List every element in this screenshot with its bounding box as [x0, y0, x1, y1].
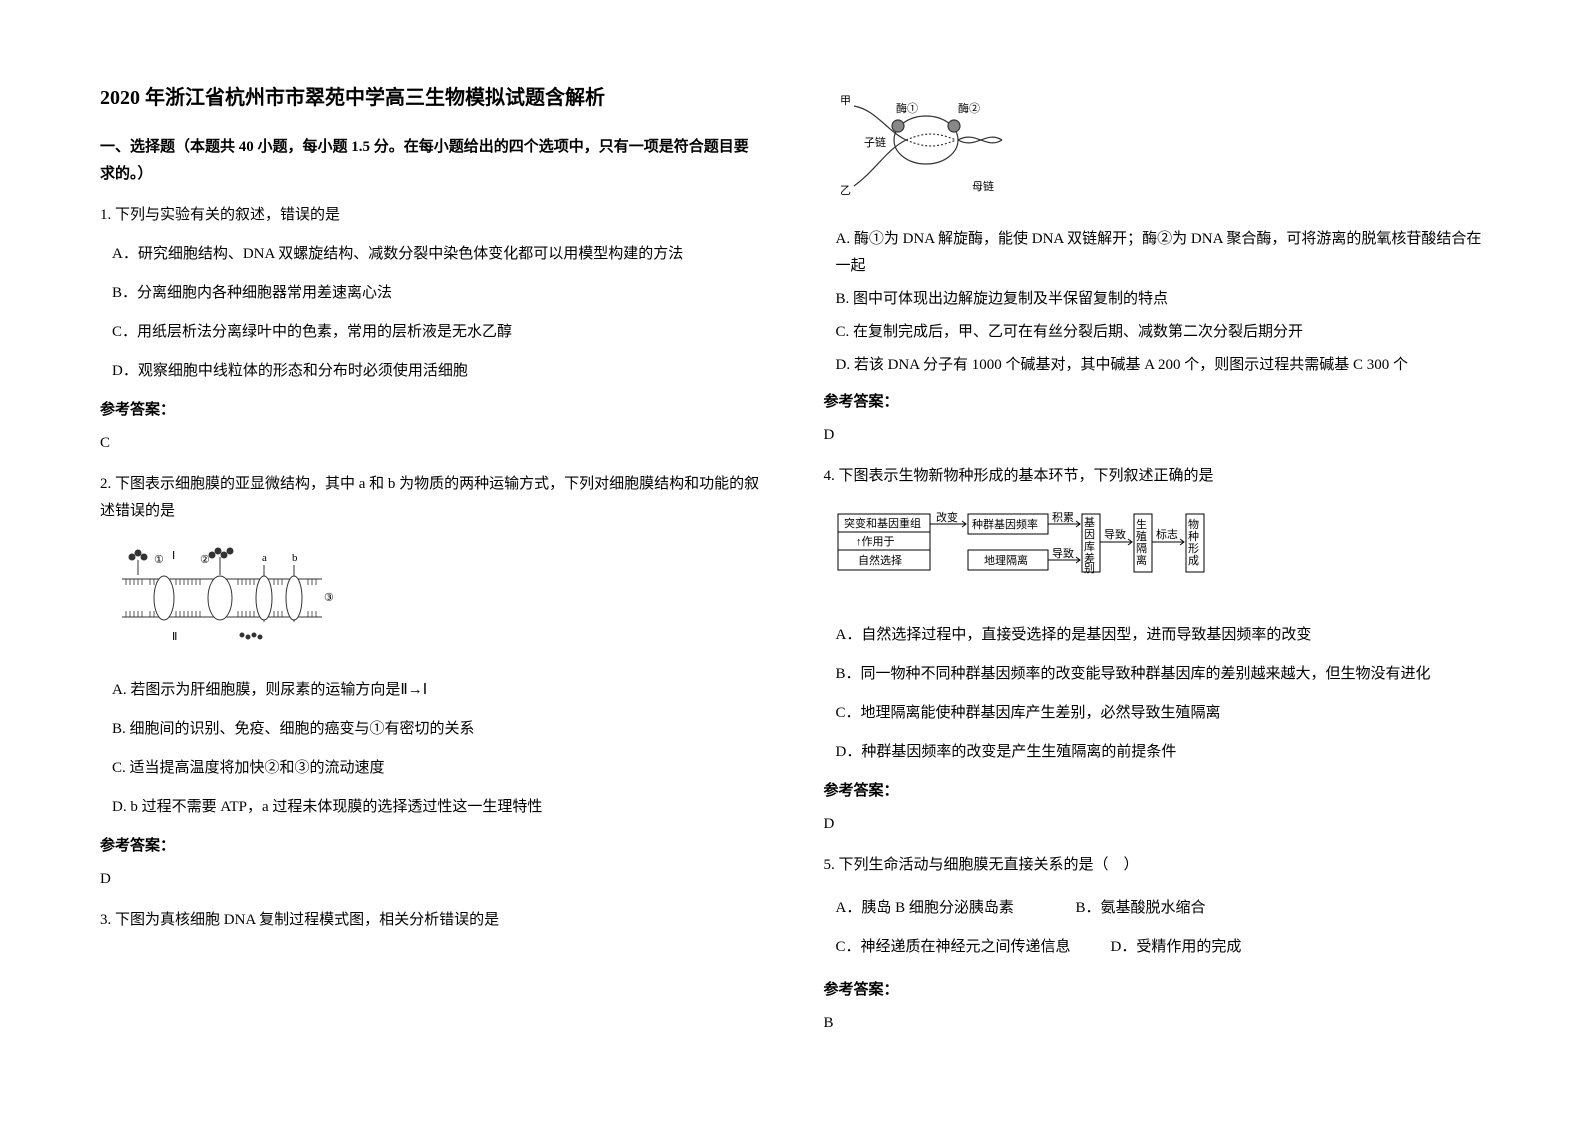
svg-text:导致: 导致	[1104, 527, 1126, 541]
q3-option-a: A. 酶①为 DNA 解旋酶，能使 DNA 双链解开；酶②为 DNA 聚合酶，可…	[836, 226, 1488, 280]
q4-answer-label: 参考答案：	[824, 778, 1488, 805]
q1-option-c: C．用纸层析法分离绿叶中的色素，常用的层析液是无水乙醇	[112, 319, 764, 346]
q2-stem: 2. 下图表示细胞膜的亚显微结构，其中 a 和 b 为物质的两种运输方式，下列对…	[100, 471, 764, 525]
svg-text:形: 形	[1188, 542, 1199, 555]
q3-figure-dna: 甲 乙 酶① 酶② 母链	[836, 90, 1016, 210]
q2-option-c: C. 适当提高温度将加快②和③的流动速度	[112, 755, 764, 782]
q2-figure-membrane: ① Ⅰ ② a b	[112, 545, 342, 655]
q1-option-b: B．分离细胞内各种细胞器常用差速离心法	[112, 280, 764, 307]
svg-text:种群基因频率: 种群基因频率	[972, 517, 1038, 531]
svg-text:a: a	[262, 552, 267, 564]
q3-stem: 3. 下图为真核细胞 DNA 复制过程模式图，相关分析错误的是	[100, 907, 764, 934]
q4-option-b: B．同一物种不同种群基因频率的改变能导致种群基因库的差别越来越大，但生物没有进化	[836, 661, 1488, 688]
q2-option-d: D. b 过程不需要 ATP，a 过程未体现膜的选择透过性这一生理特性	[112, 794, 764, 821]
svg-text:基: 基	[1084, 516, 1095, 529]
svg-text:乙: 乙	[840, 184, 851, 197]
q3-answer: D	[824, 422, 1488, 449]
svg-text:突变和基因重组: 突变和基因重组	[844, 516, 921, 530]
q5-option-c: C．神经递质在神经元之间传递信息	[836, 934, 1071, 961]
q5-stem: 5. 下列生命活动与细胞膜无直接关系的是（ ）	[824, 852, 1488, 879]
svg-text:↑作用于: ↑作用于	[856, 535, 895, 548]
q2-answer: D	[100, 866, 764, 893]
svg-text:因: 因	[1084, 528, 1095, 541]
svg-text:Ⅱ: Ⅱ	[172, 631, 177, 643]
svg-text:导致: 导致	[1052, 546, 1074, 560]
svg-text:殖: 殖	[1136, 530, 1147, 543]
q1-option-a: A．研究细胞结构、DNA 双螺旋结构、减数分裂中染色体变化都可以用模型构建的方法	[112, 241, 764, 268]
q2-option-a: A. 若图示为肝细胞膜，则尿素的运输方向是Ⅱ→Ⅰ	[112, 677, 764, 704]
svg-text:Ⅰ: Ⅰ	[172, 550, 175, 562]
q4-option-c: C．地理隔离能使种群基因库产生差别，必然导致生殖隔离	[836, 700, 1488, 727]
svg-text:生: 生	[1136, 517, 1147, 531]
q2-answer-label: 参考答案：	[100, 833, 764, 860]
page-title: 2020 年浙江省杭州市市翠苑中学高三生物模拟试题含解析	[100, 80, 764, 116]
q4-answer: D	[824, 811, 1488, 838]
q3-answer-label: 参考答案：	[824, 389, 1488, 416]
q5-answer: B	[824, 1010, 1488, 1037]
svg-text:改变: 改变	[936, 510, 958, 524]
svg-text:子链: 子链	[864, 135, 886, 149]
q4-option-a: A．自然选择过程中，直接受选择的是基因型，进而导致基因频率的改变	[836, 622, 1488, 649]
svg-text:甲: 甲	[840, 95, 851, 107]
section-header: 一、选择题（本题共 40 小题，每小题 1.5 分。在每小题给出的四个选项中，只…	[100, 134, 764, 188]
svg-text:酶①: 酶①	[896, 102, 918, 115]
svg-text:隔: 隔	[1136, 542, 1147, 555]
svg-text:离: 离	[1136, 553, 1147, 567]
svg-text:标志: 标志	[1156, 527, 1178, 541]
svg-text:地理隔离: 地理隔离	[984, 553, 1028, 567]
q5-option-b: B．氨基酸脱水缩合	[1076, 895, 1276, 922]
svg-text:母链: 母链	[972, 179, 994, 193]
svg-text:③: ③	[324, 592, 334, 604]
q1-answer-label: 参考答案：	[100, 397, 764, 424]
q1-answer: C	[100, 430, 764, 457]
q5-option-d: D．受精作用的完成	[1111, 934, 1311, 961]
svg-text:库: 库	[1084, 540, 1095, 553]
svg-text:酶②: 酶②	[958, 102, 980, 115]
q1-option-d: D．观察细胞中线粒体的形态和分布时必须使用活细胞	[112, 358, 764, 385]
svg-text:成: 成	[1188, 554, 1199, 567]
q1-stem: 1. 下列与实验有关的叙述，错误的是	[100, 202, 764, 229]
svg-text:积累: 积累	[1052, 511, 1074, 524]
q3-option-b: B. 图中可体现出边解旋边复制及半保留复制的特点	[836, 286, 1488, 313]
svg-text:b: b	[292, 552, 298, 564]
svg-text:种: 种	[1188, 529, 1199, 543]
q4-stem: 4. 下图表示生物新物种形成的基本环节，下列叙述正确的是	[824, 463, 1488, 490]
svg-text:自然选择: 自然选择	[858, 553, 902, 567]
q5-option-a: A．胰岛 B 细胞分泌胰岛素	[836, 895, 1036, 922]
q3-option-d: D. 若该 DNA 分子有 1000 个碱基对，其中碱基 A 200 个，则图示…	[836, 352, 1488, 379]
svg-text:别: 别	[1084, 562, 1095, 575]
q3-option-c: C. 在复制完成后，甲、乙可在有丝分裂后期、减数第二次分裂后期分开	[836, 319, 1488, 346]
q4-figure-flowchart: 突变和基因重组 ↑作用于 自然选择 改变 种群基因频率 地理隔离 积累	[836, 510, 1246, 600]
q5-answer-label: 参考答案：	[824, 977, 1488, 1004]
svg-text:②: ②	[200, 554, 210, 566]
svg-text:物: 物	[1188, 517, 1199, 531]
q4-option-d: D．种群基因频率的改变是产生生殖隔离的前提条件	[836, 739, 1488, 766]
q2-option-b: B. 细胞间的识别、免疫、细胞的癌变与①有密切的关系	[112, 716, 764, 743]
svg-text:①: ①	[154, 554, 164, 566]
